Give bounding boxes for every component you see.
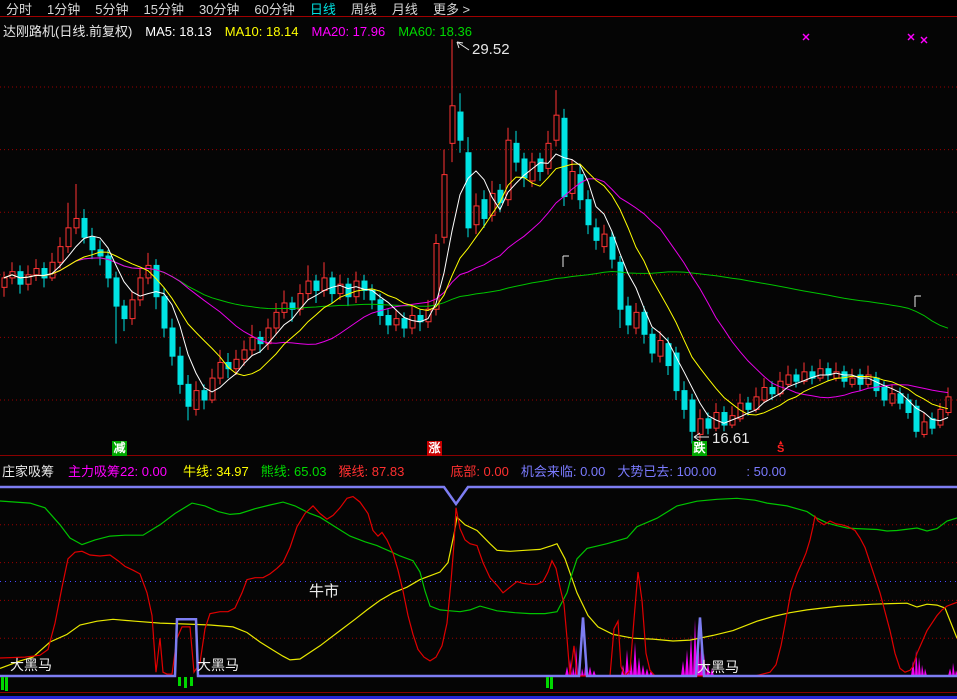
chart-label-大黑马: 大黑马 xyxy=(10,657,52,673)
tab-period-9[interactable]: 更多 > xyxy=(432,1,471,17)
signal-marker-S: ▲ S xyxy=(777,440,785,455)
ma-label-1: MA10: 18.14 xyxy=(224,24,299,39)
tab-period-6[interactable]: 日线 xyxy=(309,1,336,17)
indicator-name: 庄家吸筹 xyxy=(2,463,55,479)
indicator-field-4: 底部: 0.00 xyxy=(450,463,509,479)
indicator-field-6: 大势已去: 100.00 xyxy=(617,463,717,479)
indicator-header-row[interactable]: 庄家吸筹 主力吸筹22: 0.00 牛线: 34.97 熊线: 65.03 猴线: 87… xyxy=(2,459,786,481)
tab-period-5[interactable]: 60分钟 xyxy=(254,1,295,17)
chart-label-牛市: 牛市 xyxy=(309,583,340,600)
signal-marker-减: 减 xyxy=(112,441,127,456)
indicator-field-3: 猴线: 87.83 xyxy=(338,463,405,479)
svg-text:16.61: 16.61 xyxy=(712,430,750,447)
ma-label-3: MA60: 18.36 xyxy=(398,24,472,39)
indicator-field-5: 机会来临: 0.00 xyxy=(520,463,606,479)
chart-label-大黑马: 大黑马 xyxy=(697,659,739,675)
tab-period-7[interactable]: 周线 xyxy=(350,1,377,17)
title-row: 达刚路机(日线.前复权) MA5: 18.13 MA10: 18.14 MA20: 1… xyxy=(3,21,498,40)
signal-marker-涨: 涨 xyxy=(427,441,442,456)
indicator-field-1: 牛线: 34.97 xyxy=(183,463,249,479)
ma-label-2: MA20: 17.96 xyxy=(311,24,386,39)
ma-label-0: MA5: 18.13 xyxy=(145,24,212,39)
period-tab-bar: 分时 1分钟 5分钟 15分钟 30分钟 60分钟 日线 周线 月线 更多 > xyxy=(0,0,957,17)
tab-period-1[interactable]: 1分钟 xyxy=(47,1,81,17)
tab-period-4[interactable]: 30分钟 xyxy=(198,1,240,17)
chart-label-大黑马: 大黑马 xyxy=(197,657,239,673)
tab-period-3[interactable]: 15分钟 xyxy=(143,1,184,17)
indicator-field-2: 熊线: 65.03 xyxy=(260,463,327,479)
signal-marker-跌: 跌 xyxy=(692,441,707,456)
svg-text:29.52: 29.52 xyxy=(472,41,510,58)
tab-period-8[interactable]: 月线 xyxy=(391,1,418,17)
indicator-field-7: : 50.00 xyxy=(746,463,787,479)
indicator-field-0: 主力吸筹22: 0.00 xyxy=(68,463,168,479)
tab-period-0[interactable]: 分时 xyxy=(6,1,33,17)
instrument-title: 达刚路机(日线.前复权) xyxy=(3,24,133,39)
tab-period-2[interactable]: 5分钟 xyxy=(95,1,129,17)
